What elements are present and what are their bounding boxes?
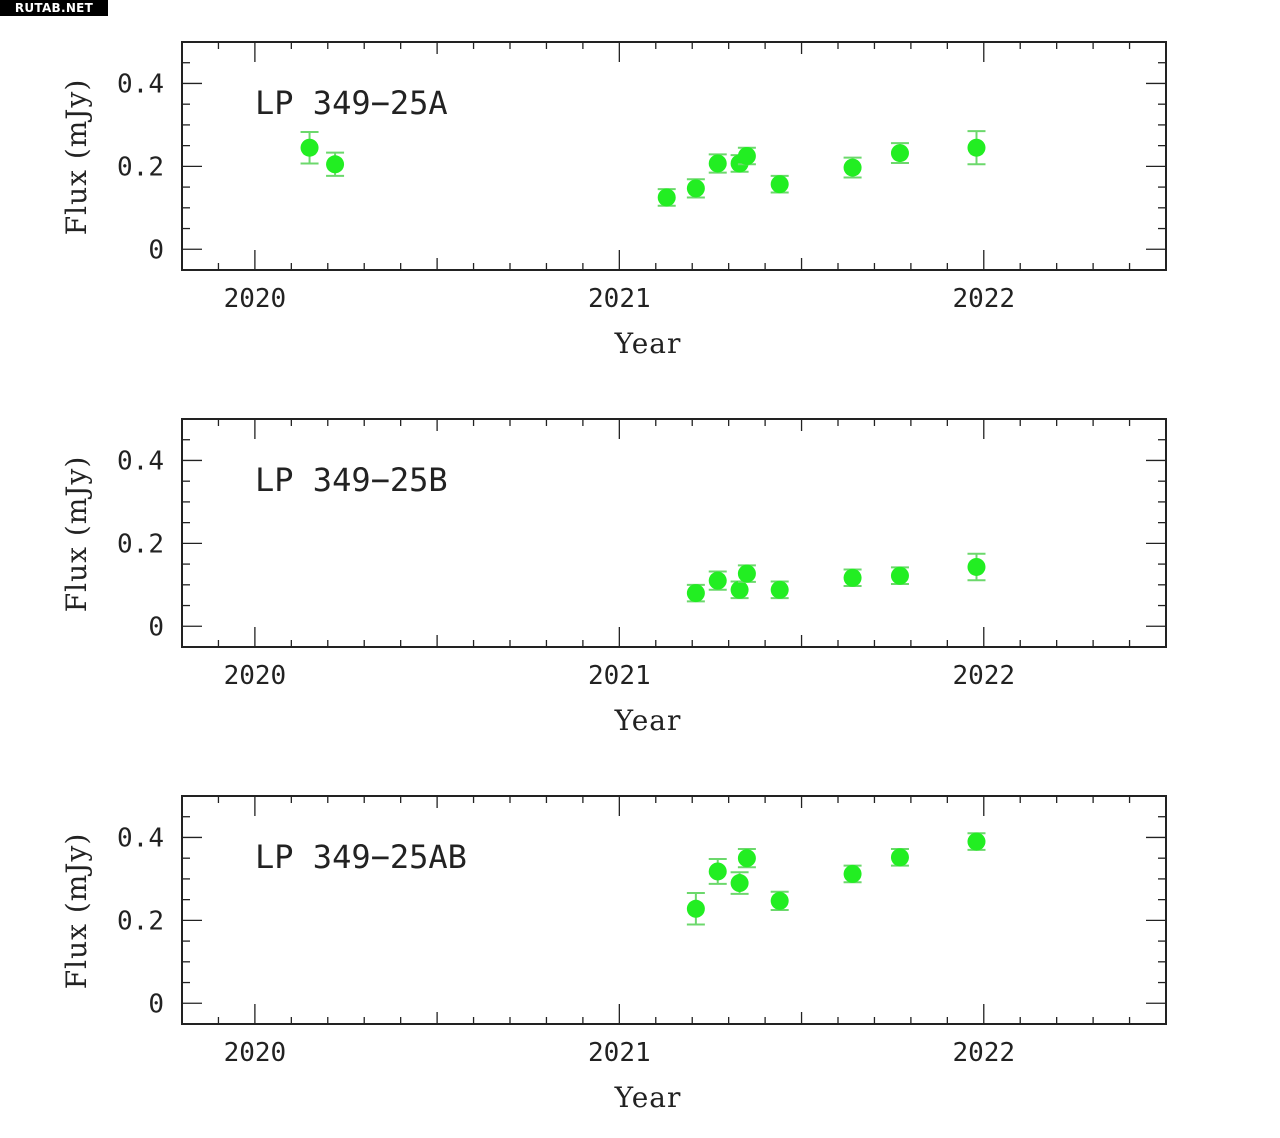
data-point	[737, 147, 756, 165]
y-tick-label: 0.4	[117, 69, 164, 99]
data-point	[730, 580, 749, 599]
data-point	[708, 154, 727, 173]
y-tick-label: 0	[148, 235, 164, 265]
data-point	[737, 564, 756, 583]
panel-title: LP 349−25A	[255, 84, 448, 122]
x-axis-label: Year	[614, 327, 682, 360]
data-point	[890, 848, 909, 867]
data-point	[890, 144, 909, 163]
panel-3: 2020 2021 2022 0 0.2 0.4 Year Flux (mJy) LP 349−…	[60, 795, 1167, 1114]
x-tick-label: 2021	[588, 1038, 651, 1068]
watermark-logo: RUTAB.NET	[0, 0, 108, 16]
data-point	[770, 175, 789, 194]
y-axis-label: Flux (mJy)	[60, 79, 93, 236]
data-point	[708, 571, 727, 590]
data-point	[967, 832, 986, 851]
plot-frame	[181, 41, 1167, 271]
data-point	[737, 849, 756, 868]
data-point	[967, 138, 986, 157]
data-point	[843, 864, 862, 883]
y-axis-label: Flux (mJy)	[60, 456, 93, 613]
data-point	[708, 862, 727, 881]
plot-frame	[181, 418, 1167, 648]
data-point	[890, 566, 909, 585]
y-axis-label: Flux (mJy)	[60, 833, 93, 990]
data-point	[843, 568, 862, 587]
data-point	[686, 584, 705, 603]
x-tick-label: 2022	[952, 661, 1015, 691]
y-tick-label: 0.4	[117, 823, 164, 853]
x-tick-label: 2020	[224, 661, 287, 691]
data-point	[657, 188, 676, 207]
data-point	[686, 899, 705, 918]
x-axis-label: Year	[614, 1081, 682, 1114]
y-tick-label: 0	[148, 612, 164, 642]
data-point	[686, 179, 705, 198]
data-point	[300, 138, 319, 157]
data-point	[967, 557, 986, 576]
panel-2: 2020 2021 2022 0 0.2 0.4 Year Flux (mJy) LP 349−…	[60, 418, 1167, 737]
x-tick-label: 2021	[588, 284, 651, 314]
data-point	[730, 874, 749, 893]
plot-frame	[181, 795, 1167, 1025]
y-tick-label: 0.4	[117, 446, 164, 476]
y-tick-label: 0	[148, 989, 164, 1019]
y-tick-label: 0.2	[117, 529, 164, 559]
data-point	[770, 891, 789, 910]
y-tick-label: 0.2	[117, 152, 164, 182]
data-point	[326, 155, 345, 174]
data-point	[843, 158, 862, 177]
panel-title: LP 349−25B	[255, 461, 448, 499]
data-point	[770, 580, 789, 599]
panel-title: LP 349−25AB	[255, 838, 467, 876]
x-tick-label: 2022	[952, 284, 1015, 314]
y-tick-label: 0.2	[117, 906, 164, 936]
x-tick-label: 2020	[224, 1038, 287, 1068]
panel-1: 2020 2021 2022 0 0.2 0.4 Year Flux (mJy) LP 349−…	[60, 41, 1167, 360]
x-axis-label: Year	[614, 704, 682, 737]
x-tick-label: 2020	[224, 284, 287, 314]
x-tick-label: 2022	[952, 1038, 1015, 1068]
x-tick-label: 2021	[588, 661, 651, 691]
